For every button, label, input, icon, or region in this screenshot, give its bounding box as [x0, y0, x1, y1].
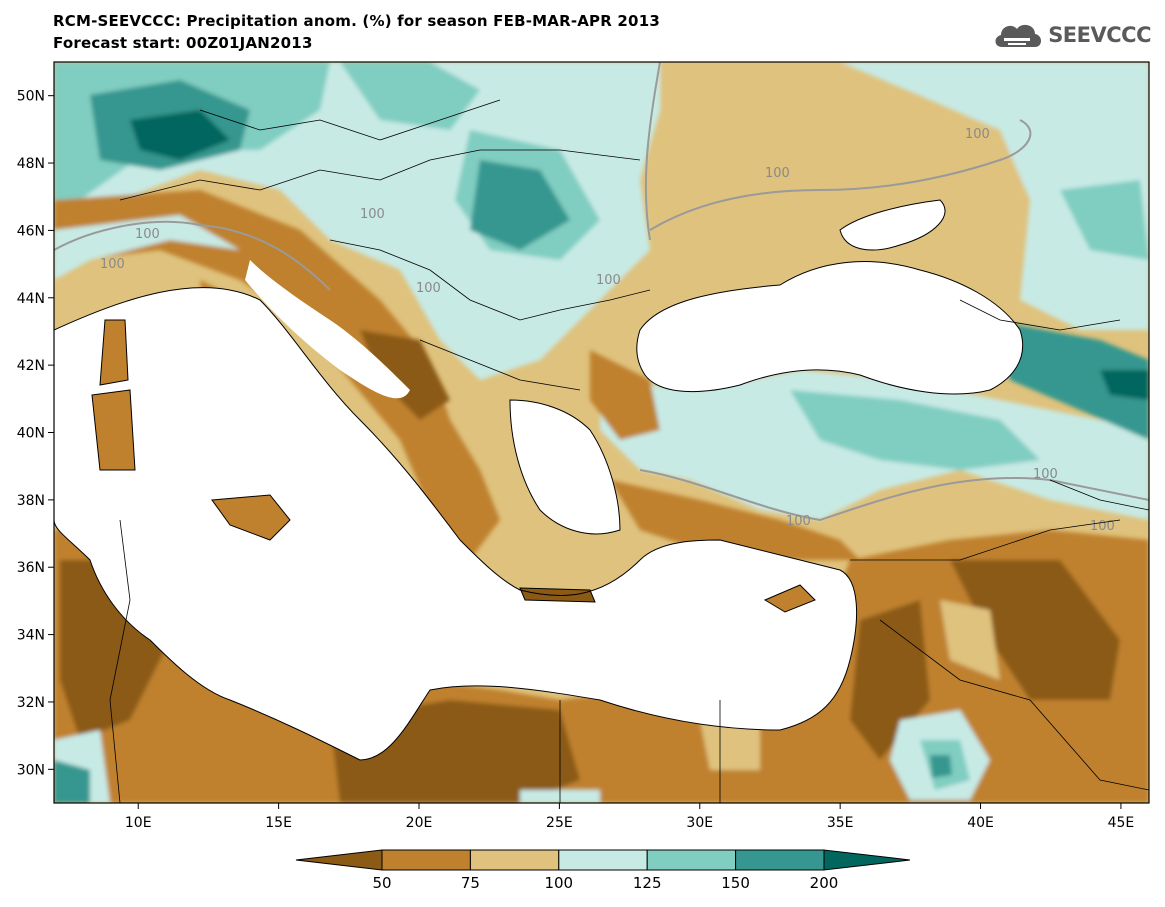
russia-light-teal — [840, 62, 1149, 330]
colorbar-box — [558, 849, 648, 871]
anatolia-teal — [790, 390, 1040, 470]
country-borders — [109, 99, 1149, 803]
lon-tick-label: 25E — [546, 815, 573, 831]
sicily — [212, 495, 290, 540]
lat-tick-label: 30N — [17, 762, 45, 778]
logo-text: SEEVCCC — [1048, 23, 1151, 47]
syria-dark-brown — [950, 560, 1120, 700]
lon-tick-label: 20E — [406, 815, 433, 831]
lat-tick-label: 50N — [17, 89, 45, 105]
ukraine-tan — [650, 62, 1030, 290]
forecast-start-subtitle: Forecast start: 00Z01JAN2013 — [53, 34, 313, 52]
sea-of-azov — [840, 200, 946, 250]
czech-teal — [340, 62, 480, 130]
longitude-axis: 10E 15E 20E 25E 30E 35E 40E 45E — [125, 803, 1134, 831]
colorbar-label: 150 — [721, 874, 750, 892]
colorbar-above-triangle — [823, 849, 911, 871]
lat-tick-label: 48N — [17, 156, 45, 172]
lon-tick-label: 35E — [827, 815, 854, 831]
arabia-dark-teal — [930, 755, 952, 778]
colorbar-label: 200 — [810, 874, 839, 892]
bavaria-darkest — [130, 110, 230, 160]
lat-tick-label: 36N — [17, 560, 45, 576]
contour-lines — [54, 62, 1149, 522]
cyprus — [765, 585, 815, 612]
colorbar-box — [646, 849, 737, 871]
mediterranean-sea — [54, 287, 857, 760]
sardinia — [92, 390, 135, 470]
map-title: RCM-SEEVCCC: Precipitation anom. (%) for… — [53, 12, 660, 30]
egypt-tan — [700, 720, 760, 770]
lon-tick-label: 10E — [125, 815, 152, 831]
contour-label: 100 — [1090, 519, 1115, 534]
aegean-sea — [510, 400, 620, 534]
thrace-brown — [590, 350, 660, 440]
contour-label: 100 — [765, 166, 790, 181]
colorbar-label: 125 — [633, 874, 662, 892]
algeria-dark-teal — [54, 760, 90, 803]
colorbar-box — [469, 849, 560, 871]
contour-label-group: 100 100 100 100 100 100 100 100 100 100 — [100, 127, 1115, 534]
contour-label: 100 — [965, 127, 990, 142]
seevccc-logo: SEEVCCC — [992, 20, 1151, 50]
contour-label: 100 — [360, 207, 385, 222]
lon-tick-label: 40E — [967, 815, 994, 831]
lat-tick-label: 34N — [17, 628, 45, 644]
caucasus-dark-teal — [990, 320, 1149, 440]
carpathian-dark-teal — [470, 160, 570, 250]
latitude-axis: 50N 48N 46N 44N 42N 40N 38N 36N 34N 32N 30N — [17, 89, 54, 778]
cloud-logo-icon — [995, 24, 1042, 47]
lat-tick-label: 44N — [17, 291, 45, 307]
colorbar-label: 100 — [544, 874, 573, 892]
contour-label: 100 — [596, 273, 621, 288]
syrian-desert-tan — [940, 600, 1000, 680]
colorbar: 50 75 100 125 150 200 — [295, 849, 911, 892]
contour-label: 100 — [416, 281, 441, 296]
lat-tick-label: 40N — [17, 426, 45, 442]
albania-dark-brown — [360, 330, 450, 420]
lon-tick-label: 15E — [265, 815, 292, 831]
volga-teal — [1060, 180, 1149, 260]
contour-label: 100 — [786, 514, 811, 529]
colorbar-below-triangle — [295, 849, 383, 871]
lon-tick-label: 45E — [1108, 815, 1135, 831]
colorbar-label: 75 — [461, 874, 480, 892]
contour-label: 100 — [135, 227, 160, 242]
black-sea — [636, 261, 1023, 395]
contour-label: 100 — [1033, 467, 1058, 482]
caucasus-darkest — [1100, 370, 1149, 400]
lat-tick-label: 46N — [17, 223, 45, 239]
adriatic-sea — [245, 260, 410, 399]
anomaly-field — [54, 62, 1149, 803]
corsica — [100, 320, 128, 385]
lon-tick-label: 30E — [686, 815, 713, 831]
colorbar-label: 50 — [372, 874, 391, 892]
colorbar-box — [735, 849, 825, 871]
colorbar-box — [381, 849, 471, 871]
map-plot-area: 100 100 100 100 100 100 100 100 100 100 — [54, 62, 1149, 803]
contour-label: 100 — [100, 257, 125, 272]
lat-tick-label: 42N — [17, 358, 45, 374]
taurus-brown — [610, 480, 860, 560]
lat-tick-label: 32N — [17, 695, 45, 711]
coastlines — [54, 199, 1024, 761]
lat-tick-label: 38N — [17, 493, 45, 509]
